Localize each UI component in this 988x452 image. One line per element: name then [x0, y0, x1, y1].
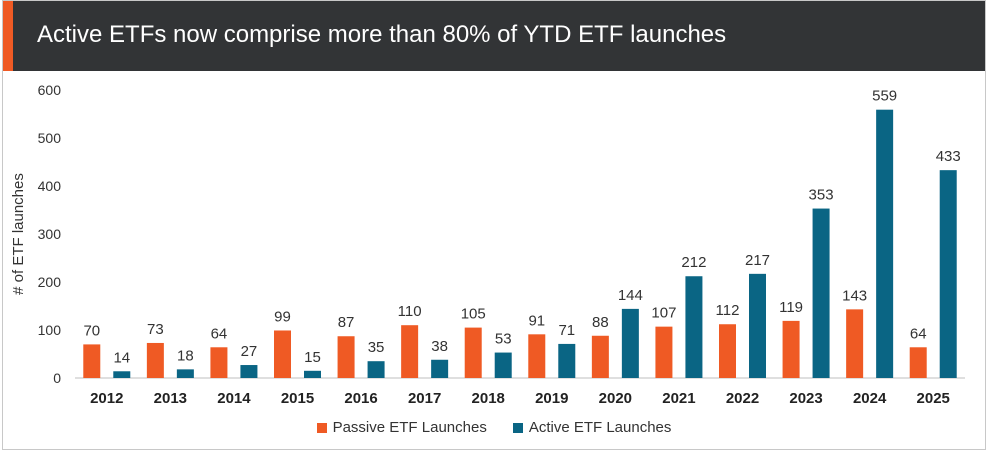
- bar-active: [749, 273, 766, 378]
- x-tick-label: 2023: [789, 390, 822, 407]
- data-label-active: 53: [495, 331, 512, 348]
- data-label-passive: 143: [842, 287, 867, 304]
- y-tick-label: 100: [38, 322, 62, 338]
- data-label-passive: 119: [779, 299, 803, 316]
- data-label-active: 27: [241, 343, 258, 360]
- data-label-passive: 105: [461, 306, 486, 323]
- data-label-active: 353: [809, 187, 834, 204]
- bar-passive: [464, 327, 482, 378]
- data-label-passive: 107: [651, 305, 676, 322]
- bar-active: [304, 370, 321, 378]
- bar-active: [558, 343, 576, 378]
- data-label-active: 71: [558, 322, 575, 339]
- data-label-passive: 99: [274, 308, 291, 325]
- data-label-passive: 112: [716, 302, 740, 319]
- bar-passive: [401, 325, 419, 378]
- data-label-active: 38: [431, 338, 448, 355]
- bar-active: [876, 109, 894, 379]
- data-label-passive: 73: [147, 321, 164, 338]
- data-label-passive: 91: [528, 312, 545, 329]
- data-label-passive: 64: [910, 325, 927, 342]
- data-label-active: 15: [304, 349, 321, 366]
- data-label-passive: 70: [83, 322, 100, 339]
- data-label-passive: 110: [398, 303, 422, 320]
- data-label-active: 559: [872, 88, 897, 105]
- y-tick-label: 400: [38, 178, 62, 194]
- data-label-active: 144: [618, 287, 643, 304]
- bar-passive: [782, 320, 800, 378]
- bar-passive: [528, 334, 546, 378]
- bar-passive: [909, 347, 927, 378]
- legend-item-active: Active ETF Launches: [512, 419, 672, 436]
- bar-active: [113, 371, 131, 378]
- data-label-passive: 64: [211, 325, 228, 342]
- legend-label-passive: Passive ETF Launches: [332, 419, 487, 436]
- y-axis-title: # of ETF launches: [10, 173, 27, 295]
- legend-item-passive: Passive ETF Launches: [316, 419, 487, 436]
- data-label-active: 35: [368, 339, 385, 356]
- x-tick-label: 2016: [344, 390, 377, 407]
- bar-passive: [146, 342, 164, 378]
- legend-label-active: Active ETF Launches: [528, 419, 672, 436]
- bar-active: [812, 208, 830, 378]
- title-bar: Active ETFs now comprise more than 80% o…: [3, 1, 985, 71]
- x-tick-label: 2019: [535, 390, 568, 407]
- y-tick-label: 500: [38, 130, 62, 146]
- x-tick-label: 2015: [281, 390, 314, 407]
- x-tick-label: 2024: [853, 390, 887, 407]
- chart-title: Active ETFs now comprise more than 80% o…: [37, 21, 727, 48]
- y-tick-label: 0: [53, 370, 61, 386]
- x-tick-label: 2014: [217, 390, 251, 407]
- x-tick-label: 2013: [154, 390, 187, 407]
- x-tick-label: 2021: [662, 390, 695, 407]
- y-tick-label: 300: [38, 226, 62, 242]
- bar-active: [685, 276, 703, 378]
- bar-passive: [655, 326, 673, 378]
- x-tick-label: 2022: [726, 390, 759, 407]
- data-label-active: 212: [681, 254, 706, 271]
- x-tick-label: 2025: [917, 390, 950, 407]
- y-tick-label: 200: [38, 274, 62, 290]
- x-tick-label: 2012: [90, 390, 123, 407]
- bar-active: [240, 365, 258, 378]
- data-label-active: 433: [936, 148, 961, 165]
- data-label-active: 18: [177, 347, 194, 364]
- bar-active: [939, 170, 957, 378]
- bar-passive: [846, 309, 864, 378]
- data-label-active: 14: [113, 349, 130, 366]
- legend-swatch-active: [512, 422, 523, 433]
- bar-chart: 0 100 200 300 400 500 600 # of ETF launches 70 14…: [10, 82, 965, 407]
- data-label-passive: 87: [338, 314, 355, 331]
- x-tick-label: 2020: [599, 390, 632, 407]
- legend-swatch-passive: [316, 422, 327, 433]
- bar-active: [176, 369, 194, 378]
- bar-passive: [274, 330, 291, 378]
- bar-passive: [337, 336, 355, 378]
- bar-passive: [591, 335, 609, 378]
- x-tick-label: 2017: [408, 390, 441, 407]
- title-accent-bar: [3, 1, 13, 71]
- data-label-passive: 88: [592, 314, 609, 331]
- bar-active: [367, 361, 385, 378]
- bar-active: [621, 308, 639, 378]
- bar-passive: [210, 347, 228, 378]
- bar-active: [494, 352, 512, 378]
- data-label-active: 217: [745, 252, 770, 269]
- y-tick-label: 600: [38, 82, 62, 98]
- x-tick-label: 2018: [472, 390, 505, 407]
- bar-active: [431, 359, 449, 378]
- legend: Passive ETF Launches Active ETF Launches: [3, 419, 985, 436]
- bar-passive: [719, 324, 736, 378]
- bar-passive: [83, 344, 101, 378]
